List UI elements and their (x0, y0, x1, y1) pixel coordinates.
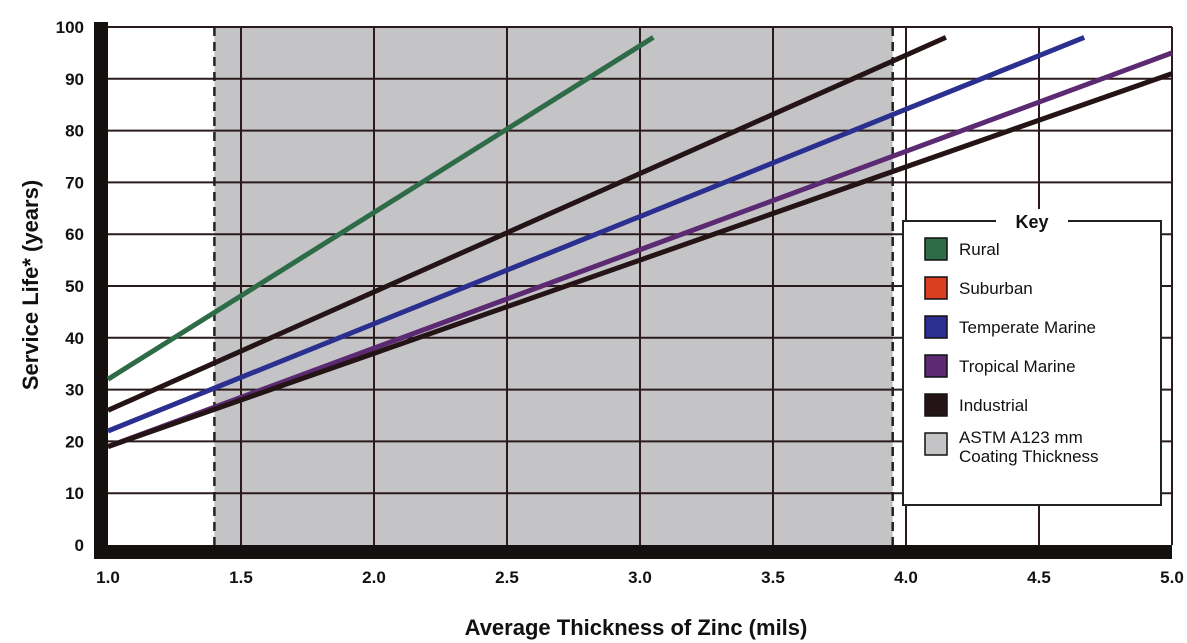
legend-title-bg (996, 209, 1068, 233)
legend-item-industrial: Industrial (924, 393, 1028, 417)
y-tick-label: 0 (75, 536, 84, 555)
x-tick-label: 1.5 (229, 568, 253, 587)
x-tick-label: 5.0 (1160, 568, 1184, 587)
legend-label: Rural (959, 240, 1000, 259)
y-tick-label: 60 (65, 225, 84, 244)
y-tick-label: 30 (65, 381, 84, 400)
x-tick-label: 3.5 (761, 568, 785, 587)
legend-swatch (924, 393, 948, 417)
legend-item-rural: Rural (924, 237, 1000, 261)
series-line-tropical-marine (107, 50, 1173, 449)
x-tick-label: 4.5 (1027, 568, 1051, 587)
legend-item-temperate-marine: Temperate Marine (924, 315, 1096, 339)
legend-label: Suburban (959, 279, 1033, 298)
y-tick-label: 50 (65, 277, 84, 296)
x-axis-line (94, 545, 1172, 559)
legend-item-suburban: Suburban (924, 276, 1033, 300)
x-tick-label: 1.0 (96, 568, 120, 587)
x-tick-label: 2.5 (495, 568, 519, 587)
y-tick-label: 80 (65, 122, 84, 141)
y-tick-label: 90 (65, 70, 84, 89)
x-tick-label: 3.0 (628, 568, 652, 587)
y-axis-title: Service Life* (years) (18, 180, 43, 390)
legend-swatch (924, 276, 948, 300)
legend-swatch (924, 315, 948, 339)
x-axis-title: Average Thickness of Zinc (mils) (465, 615, 808, 640)
axes-layer (94, 22, 1172, 559)
legend: Key Rural Suburban Temperate Marine Tropical… (902, 209, 1162, 506)
legend-item-tropical-marine: Tropical Marine (924, 354, 1076, 378)
legend-swatch (924, 354, 948, 378)
series-line-temperate-marine (107, 35, 1086, 434)
series-line-rural (106, 35, 655, 382)
legend-label: Temperate Marine (959, 318, 1096, 337)
y-axis-line (94, 22, 108, 559)
legend-label-line2: Coating Thickness (959, 447, 1099, 466)
y-tick-label: 40 (65, 329, 84, 348)
legend-label: ASTM A123 mm (959, 428, 1083, 447)
series-line-industrial (106, 35, 947, 413)
legend-label: Industrial (959, 396, 1028, 415)
tick-labels-layer: 0 10 20 30 40 50 60 70 80 90 100 1.0 1.5 2.0 2.5 3.0 3.5… (56, 18, 1184, 587)
x-tick-label: 2.0 (362, 568, 386, 587)
legend-title: Key (1015, 212, 1048, 232)
series-layer (106, 35, 1173, 449)
y-tick-label: 10 (65, 484, 84, 503)
legend-swatch (924, 432, 948, 456)
x-tick-label: 4.0 (894, 568, 918, 587)
series-line-industrial (107, 71, 1173, 449)
y-tick-label: 70 (65, 173, 84, 192)
legend-label: Tropical Marine (959, 357, 1076, 376)
y-tick-label: 20 (65, 432, 84, 451)
y-tick-label: 100 (56, 18, 84, 37)
legend-swatch (924, 237, 948, 261)
